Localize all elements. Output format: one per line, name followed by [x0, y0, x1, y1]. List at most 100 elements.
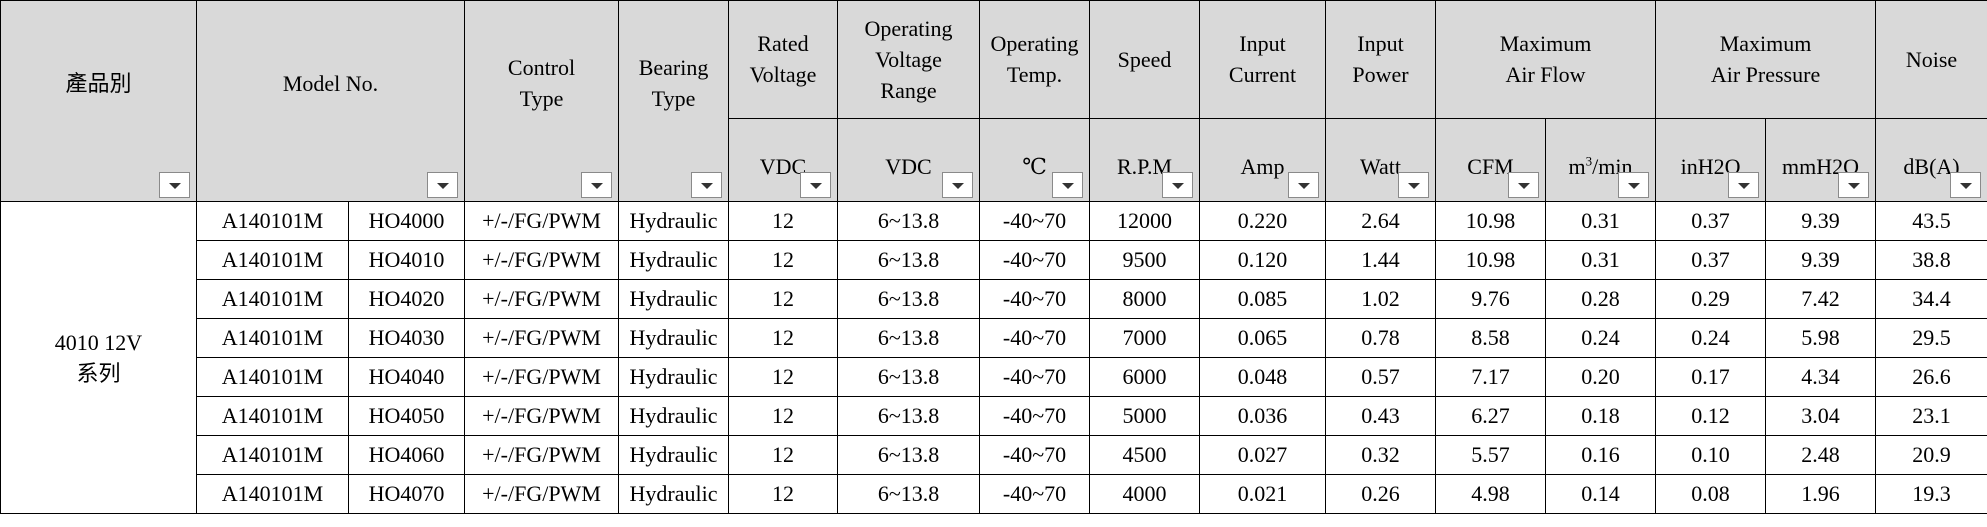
cell-cfm: 10.98 — [1435, 240, 1547, 280]
cell-rated: 12 — [728, 396, 839, 436]
header-bearing-line2: Type — [651, 86, 696, 111]
table-row: A140101M HO4010 +/-/FG/PWM Hydraulic 12 6~13.… — [1, 240, 1987, 280]
cell-part: A140101M — [196, 279, 349, 319]
unit-dba: dB(A) — [1875, 117, 1987, 203]
cell-speed: 6000 — [1089, 357, 1201, 397]
filter-dropdown-icon[interactable] — [1950, 172, 1982, 198]
cell-mmh2o: 9.39 — [1765, 201, 1877, 241]
cell-rated: 12 — [728, 240, 839, 280]
cell-part: A140101M — [196, 435, 349, 475]
table-row: A140101M HO4050 +/-/FG/PWM Hydraulic 12 6~13.… — [1, 396, 1987, 436]
cell-m3: 0.16 — [1545, 435, 1657, 475]
cell-range: 6~13.8 — [837, 435, 981, 475]
cell-noise: 29.5 — [1875, 318, 1987, 358]
cell-range: 6~13.8 — [837, 318, 981, 358]
cell-m3: 0.31 — [1545, 240, 1657, 280]
cell-current: 0.027 — [1199, 435, 1327, 475]
cell-noise: 43.5 — [1875, 201, 1987, 241]
cell-power: 2.64 — [1325, 201, 1437, 241]
cell-mmh2o: 7.42 — [1765, 279, 1877, 319]
cell-m3: 0.31 — [1545, 201, 1657, 241]
cell-inh2o: 0.37 — [1655, 201, 1767, 241]
header-model: Model No. — [195, 0, 466, 202]
cell-inh2o: 0.08 — [1655, 474, 1767, 514]
cell-mmh2o: 3.04 — [1765, 396, 1877, 436]
cell-control: +/-/FG/PWM — [464, 279, 620, 319]
cell-inh2o: 0.37 — [1655, 240, 1767, 280]
filter-dropdown-icon[interactable] — [1052, 172, 1084, 198]
cell-power: 0.26 — [1325, 474, 1437, 514]
cell-power: 1.02 — [1325, 279, 1437, 319]
cell-rated: 12 — [728, 201, 839, 241]
table-header: 產品別 Model No. Control Type Bearing Type Ra… — [0, 0, 1987, 203]
cell-m3: 0.18 — [1545, 396, 1657, 436]
cell-inh2o: 0.17 — [1655, 357, 1767, 397]
header-model-label: Model No. — [282, 70, 379, 96]
cell-m3: 0.20 — [1545, 357, 1657, 397]
filter-dropdown-icon[interactable] — [1728, 172, 1760, 198]
table-row: A140101M HO4020 +/-/FG/PWM Hydraulic 12 6~13.… — [1, 279, 1987, 319]
filter-dropdown-icon[interactable] — [942, 172, 974, 198]
series-label-line2: 系列 — [76, 360, 121, 386]
header-control-line2: Type — [519, 86, 564, 111]
filter-dropdown-icon[interactable] — [581, 172, 613, 198]
cell-range: 6~13.8 — [837, 279, 981, 319]
cell-inh2o: 0.12 — [1655, 396, 1767, 436]
cell-mmh2o: 4.34 — [1765, 357, 1877, 397]
unit-amp: Amp — [1199, 117, 1327, 203]
unit-cfm: CFM — [1435, 117, 1547, 203]
cell-mmh2o: 9.39 — [1765, 240, 1877, 280]
header-control-line1: Control — [507, 55, 576, 80]
filter-dropdown-icon[interactable] — [159, 172, 190, 198]
cell-rated: 12 — [728, 435, 839, 475]
cell-inh2o: 0.24 — [1655, 318, 1767, 358]
header-max-air-pressure: Maximum Air Pressure — [1655, 0, 1877, 119]
cell-speed: 4000 — [1089, 474, 1201, 514]
filter-dropdown-icon[interactable] — [1618, 172, 1650, 198]
cell-control: +/-/FG/PWM — [464, 240, 620, 280]
cell-temp: -40~70 — [979, 201, 1091, 241]
series-label-line1: 4010 12V — [54, 329, 143, 355]
cell-control: +/-/FG/PWM — [464, 435, 620, 475]
cell-part: A140101M — [196, 396, 349, 436]
filter-dropdown-icon[interactable] — [691, 172, 723, 198]
cell-noise: 38.8 — [1875, 240, 1987, 280]
cell-range: 6~13.8 — [837, 396, 981, 436]
filter-dropdown-icon[interactable] — [1398, 172, 1430, 198]
cell-power: 0.57 — [1325, 357, 1437, 397]
cell-range: 6~13.8 — [837, 357, 981, 397]
cell-speed: 8000 — [1089, 279, 1201, 319]
cell-mmh2o: 2.48 — [1765, 435, 1877, 475]
cell-cfm: 8.58 — [1435, 318, 1547, 358]
cell-bearing: Hydraulic — [618, 279, 730, 319]
filter-dropdown-icon[interactable] — [427, 172, 459, 198]
unit-watt: Watt — [1325, 117, 1437, 203]
table-body: 4010 12V 系列 A140101M HO4000 +/-/FG/PWM Hydrau… — [0, 201, 1987, 514]
unit-rpm: R.P.M — [1089, 117, 1201, 203]
cell-part: A140101M — [196, 318, 349, 358]
cell-inh2o: 0.29 — [1655, 279, 1767, 319]
cell-power: 0.32 — [1325, 435, 1437, 475]
header-speed: Speed — [1089, 0, 1201, 119]
cell-rated: 12 — [728, 357, 839, 397]
filter-dropdown-icon[interactable] — [1162, 172, 1194, 198]
cell-cfm: 10.98 — [1435, 201, 1547, 241]
unit-mmh2o: mmH2O — [1765, 117, 1877, 203]
cell-temp: -40~70 — [979, 435, 1091, 475]
cell-part: A140101M — [196, 240, 349, 280]
filter-dropdown-icon[interactable] — [1288, 172, 1320, 198]
cell-speed: 12000 — [1089, 201, 1201, 241]
unit-inh2o: inH2O — [1655, 117, 1767, 203]
filter-dropdown-icon[interactable] — [1838, 172, 1870, 198]
cell-temp: -40~70 — [979, 396, 1091, 436]
cell-speed: 4500 — [1089, 435, 1201, 475]
filter-dropdown-icon[interactable] — [1508, 172, 1540, 198]
cell-cfm: 9.76 — [1435, 279, 1547, 319]
cell-control: +/-/FG/PWM — [464, 357, 620, 397]
header-input-power: Input Power — [1325, 0, 1437, 119]
header-rated-voltage: Rated Voltage — [728, 0, 839, 119]
cell-noise: 20.9 — [1875, 435, 1987, 475]
filter-dropdown-icon[interactable] — [800, 172, 832, 198]
cell-bearing: Hydraulic — [618, 318, 730, 358]
header-series: 產品別 — [0, 0, 197, 202]
